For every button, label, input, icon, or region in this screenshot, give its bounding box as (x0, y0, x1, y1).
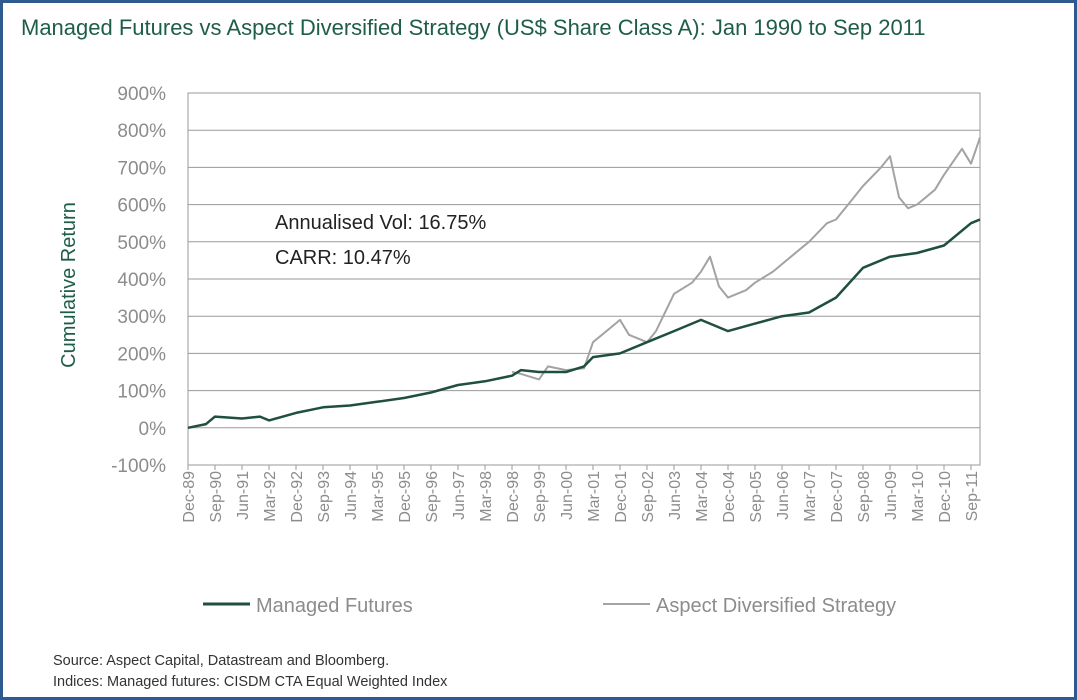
x-tick-label: Mar-01 (586, 471, 603, 522)
x-tick-label: Dec-04 (721, 471, 738, 523)
x-tick-label: Dec-89 (181, 471, 198, 523)
x-tick-label: Dec-92 (289, 471, 306, 523)
gridlines (188, 92, 980, 466)
y-tick-label: 900% (117, 84, 166, 105)
y-axis-label: Cumulative Return (58, 202, 80, 368)
y-tick-label: 0% (139, 419, 167, 440)
y-axis-ticks: -100% 0% 100% 200% 300% 400% 500% 600% 700% 800% 9… (111, 84, 166, 477)
x-tick-label: Jun-94 (343, 471, 360, 520)
x-tick-label: Mar-10 (910, 471, 927, 522)
x-axis-ticks: Dec-89 Sep-90 Jun-91 Mar-92 Dec-92 Sep-93 Jun-… (181, 465, 981, 523)
legend-label-aspect: Aspect Diversified Strategy (656, 595, 896, 617)
x-tick-label: Sep-99 (532, 471, 549, 523)
x-tick-label: Sep-11 (964, 471, 981, 522)
x-tick-label: Mar-07 (802, 471, 819, 522)
chart-title: Managed Futures vs Aspect Diversified St… (21, 15, 926, 40)
source-note: Source: Aspect Capital, Datastream and B… (53, 653, 390, 669)
y-tick-label: 600% (117, 196, 166, 217)
series-line-managed-futures (187, 218, 981, 430)
x-tick-label: Jun-03 (667, 471, 684, 520)
x-tick-label: Sep-05 (748, 471, 765, 523)
x-tick-label: Sep-96 (424, 471, 441, 523)
x-tick-label: Mar-04 (694, 471, 711, 522)
legend-label-managed-futures: Managed Futures (256, 595, 413, 617)
annotation-carr: CARR: 10.47% (275, 247, 411, 269)
x-tick-label: Sep-08 (856, 471, 873, 523)
x-tick-label: Dec-01 (613, 471, 630, 523)
y-tick-label: 800% (117, 121, 166, 142)
series-layer (187, 137, 981, 430)
y-tick-label: 700% (117, 158, 166, 179)
x-tick-label: Mar-95 (370, 471, 387, 522)
x-tick-label: Jun-91 (235, 471, 252, 520)
x-tick-label: Dec-07 (829, 471, 846, 523)
annotation-vol: Annualised Vol: 16.75% (275, 212, 486, 234)
x-tick-label: Sep-93 (316, 471, 333, 523)
y-tick-label: 400% (117, 270, 166, 291)
series-line-aspect (511, 137, 981, 381)
y-tick-label: 200% (117, 344, 166, 365)
x-tick-label: Sep-02 (640, 471, 657, 523)
x-tick-label: Jun-09 (883, 471, 900, 520)
x-tick-label: Sep-90 (208, 471, 225, 523)
y-tick-label: -100% (111, 456, 166, 477)
x-tick-label: Dec-95 (397, 471, 414, 523)
x-tick-label: Jun-06 (775, 471, 792, 520)
y-tick-label: 500% (117, 233, 166, 254)
x-tick-label: Jun-00 (559, 471, 576, 520)
x-tick-label: Dec-10 (937, 471, 954, 523)
y-tick-label: 100% (117, 382, 166, 403)
chart-footer: Source: Aspect Capital, Datastream and B… (53, 651, 1053, 693)
legend: Managed Futures Aspect Diversified Strat… (203, 595, 896, 617)
x-tick-label: Dec-98 (505, 471, 522, 523)
x-tick-label: Mar-92 (262, 471, 279, 522)
line-chart: -100% 0% 100% 200% 300% 400% 500% 600% 700% 800% 9… (58, 84, 981, 617)
y-tick-label: 300% (117, 307, 166, 328)
indices-note: Indices: Managed futures: CISDM CTA Equa… (53, 674, 448, 690)
x-tick-label: Mar-98 (478, 471, 495, 522)
x-tick-label: Jun-97 (451, 471, 468, 520)
